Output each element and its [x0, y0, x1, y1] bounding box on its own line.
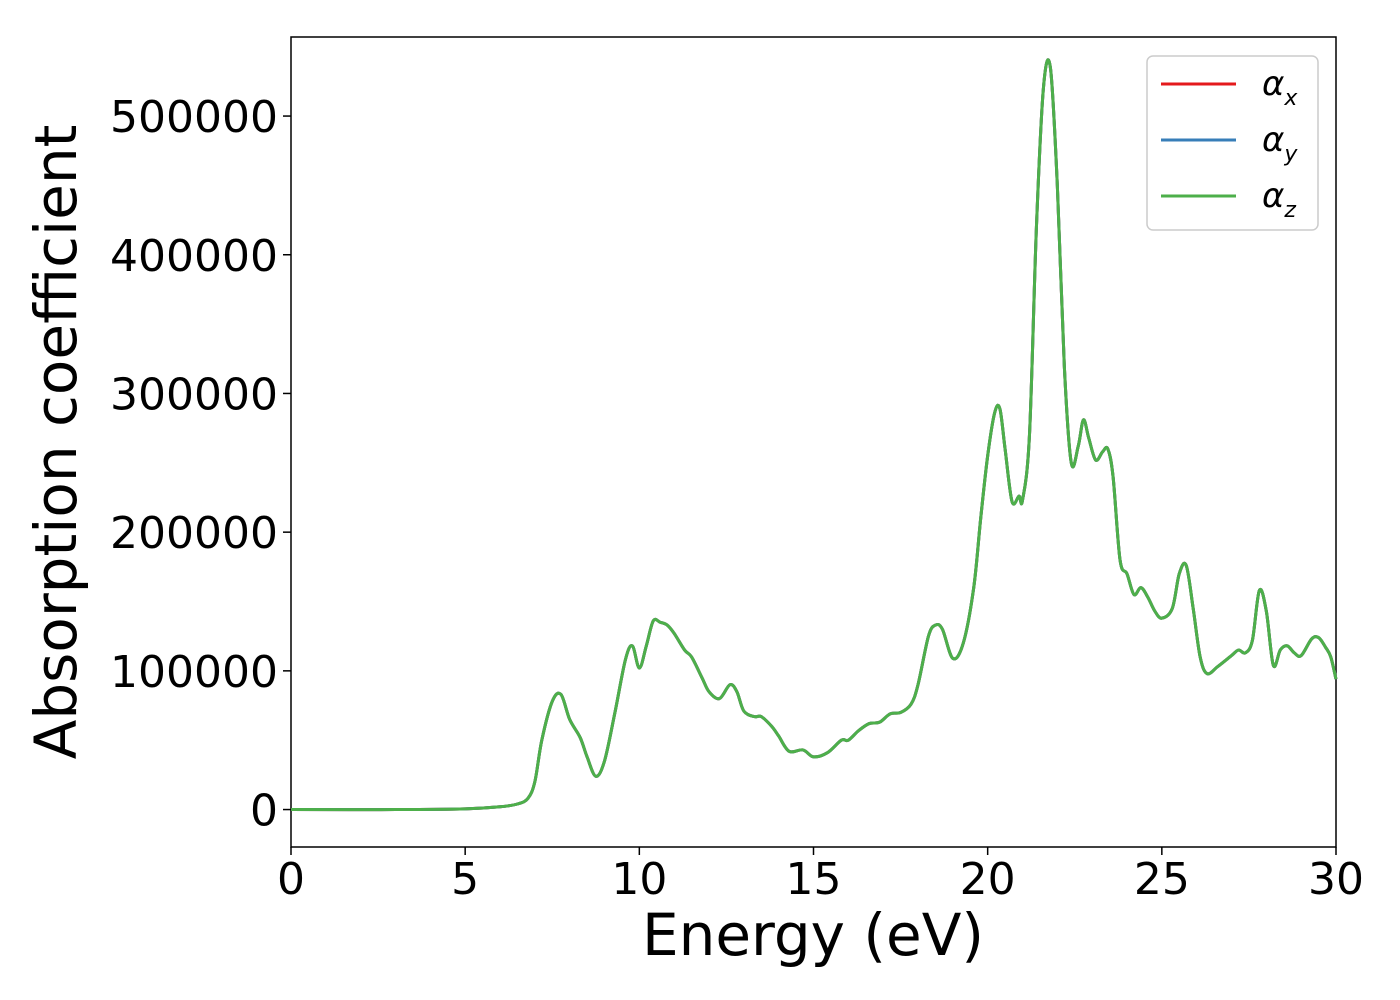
y-tick-label: 500000 — [110, 92, 278, 143]
x-tick-label: 30 — [1308, 854, 1364, 905]
y-axis-label: Absorption coefficient — [22, 125, 90, 760]
x-tick-label: 0 — [277, 854, 305, 905]
x-tick-label: 25 — [1134, 854, 1190, 905]
legend-box — [1146, 55, 1319, 231]
x-axis-ticks: 0 5 10 15 20 25 30 — [277, 847, 1364, 905]
y-tick-label: 400000 — [110, 231, 278, 282]
x-tick-label: 15 — [786, 854, 842, 905]
legend-label-z: αz — [1262, 176, 1296, 223]
x-tick-label: 5 — [451, 854, 479, 905]
y-axis-ticks: 0 100000 200000 300000 400000 500000 — [110, 92, 291, 837]
y-tick-label: 200000 — [110, 508, 278, 559]
x-tick-label: 10 — [611, 854, 667, 905]
x-tick-label: 20 — [960, 854, 1016, 905]
legend-label-y: αy — [1262, 120, 1298, 167]
y-tick-label: 0 — [250, 786, 278, 837]
legend: αx αy αz — [1146, 55, 1319, 231]
y-tick-label: 300000 — [110, 369, 278, 420]
series-line-z — [290, 58, 1338, 812]
series-lines — [290, 58, 1338, 812]
x-axis-label: Energy (eV) — [642, 901, 984, 969]
y-tick-label: 100000 — [110, 647, 278, 698]
legend-label-x: αx — [1262, 64, 1298, 111]
